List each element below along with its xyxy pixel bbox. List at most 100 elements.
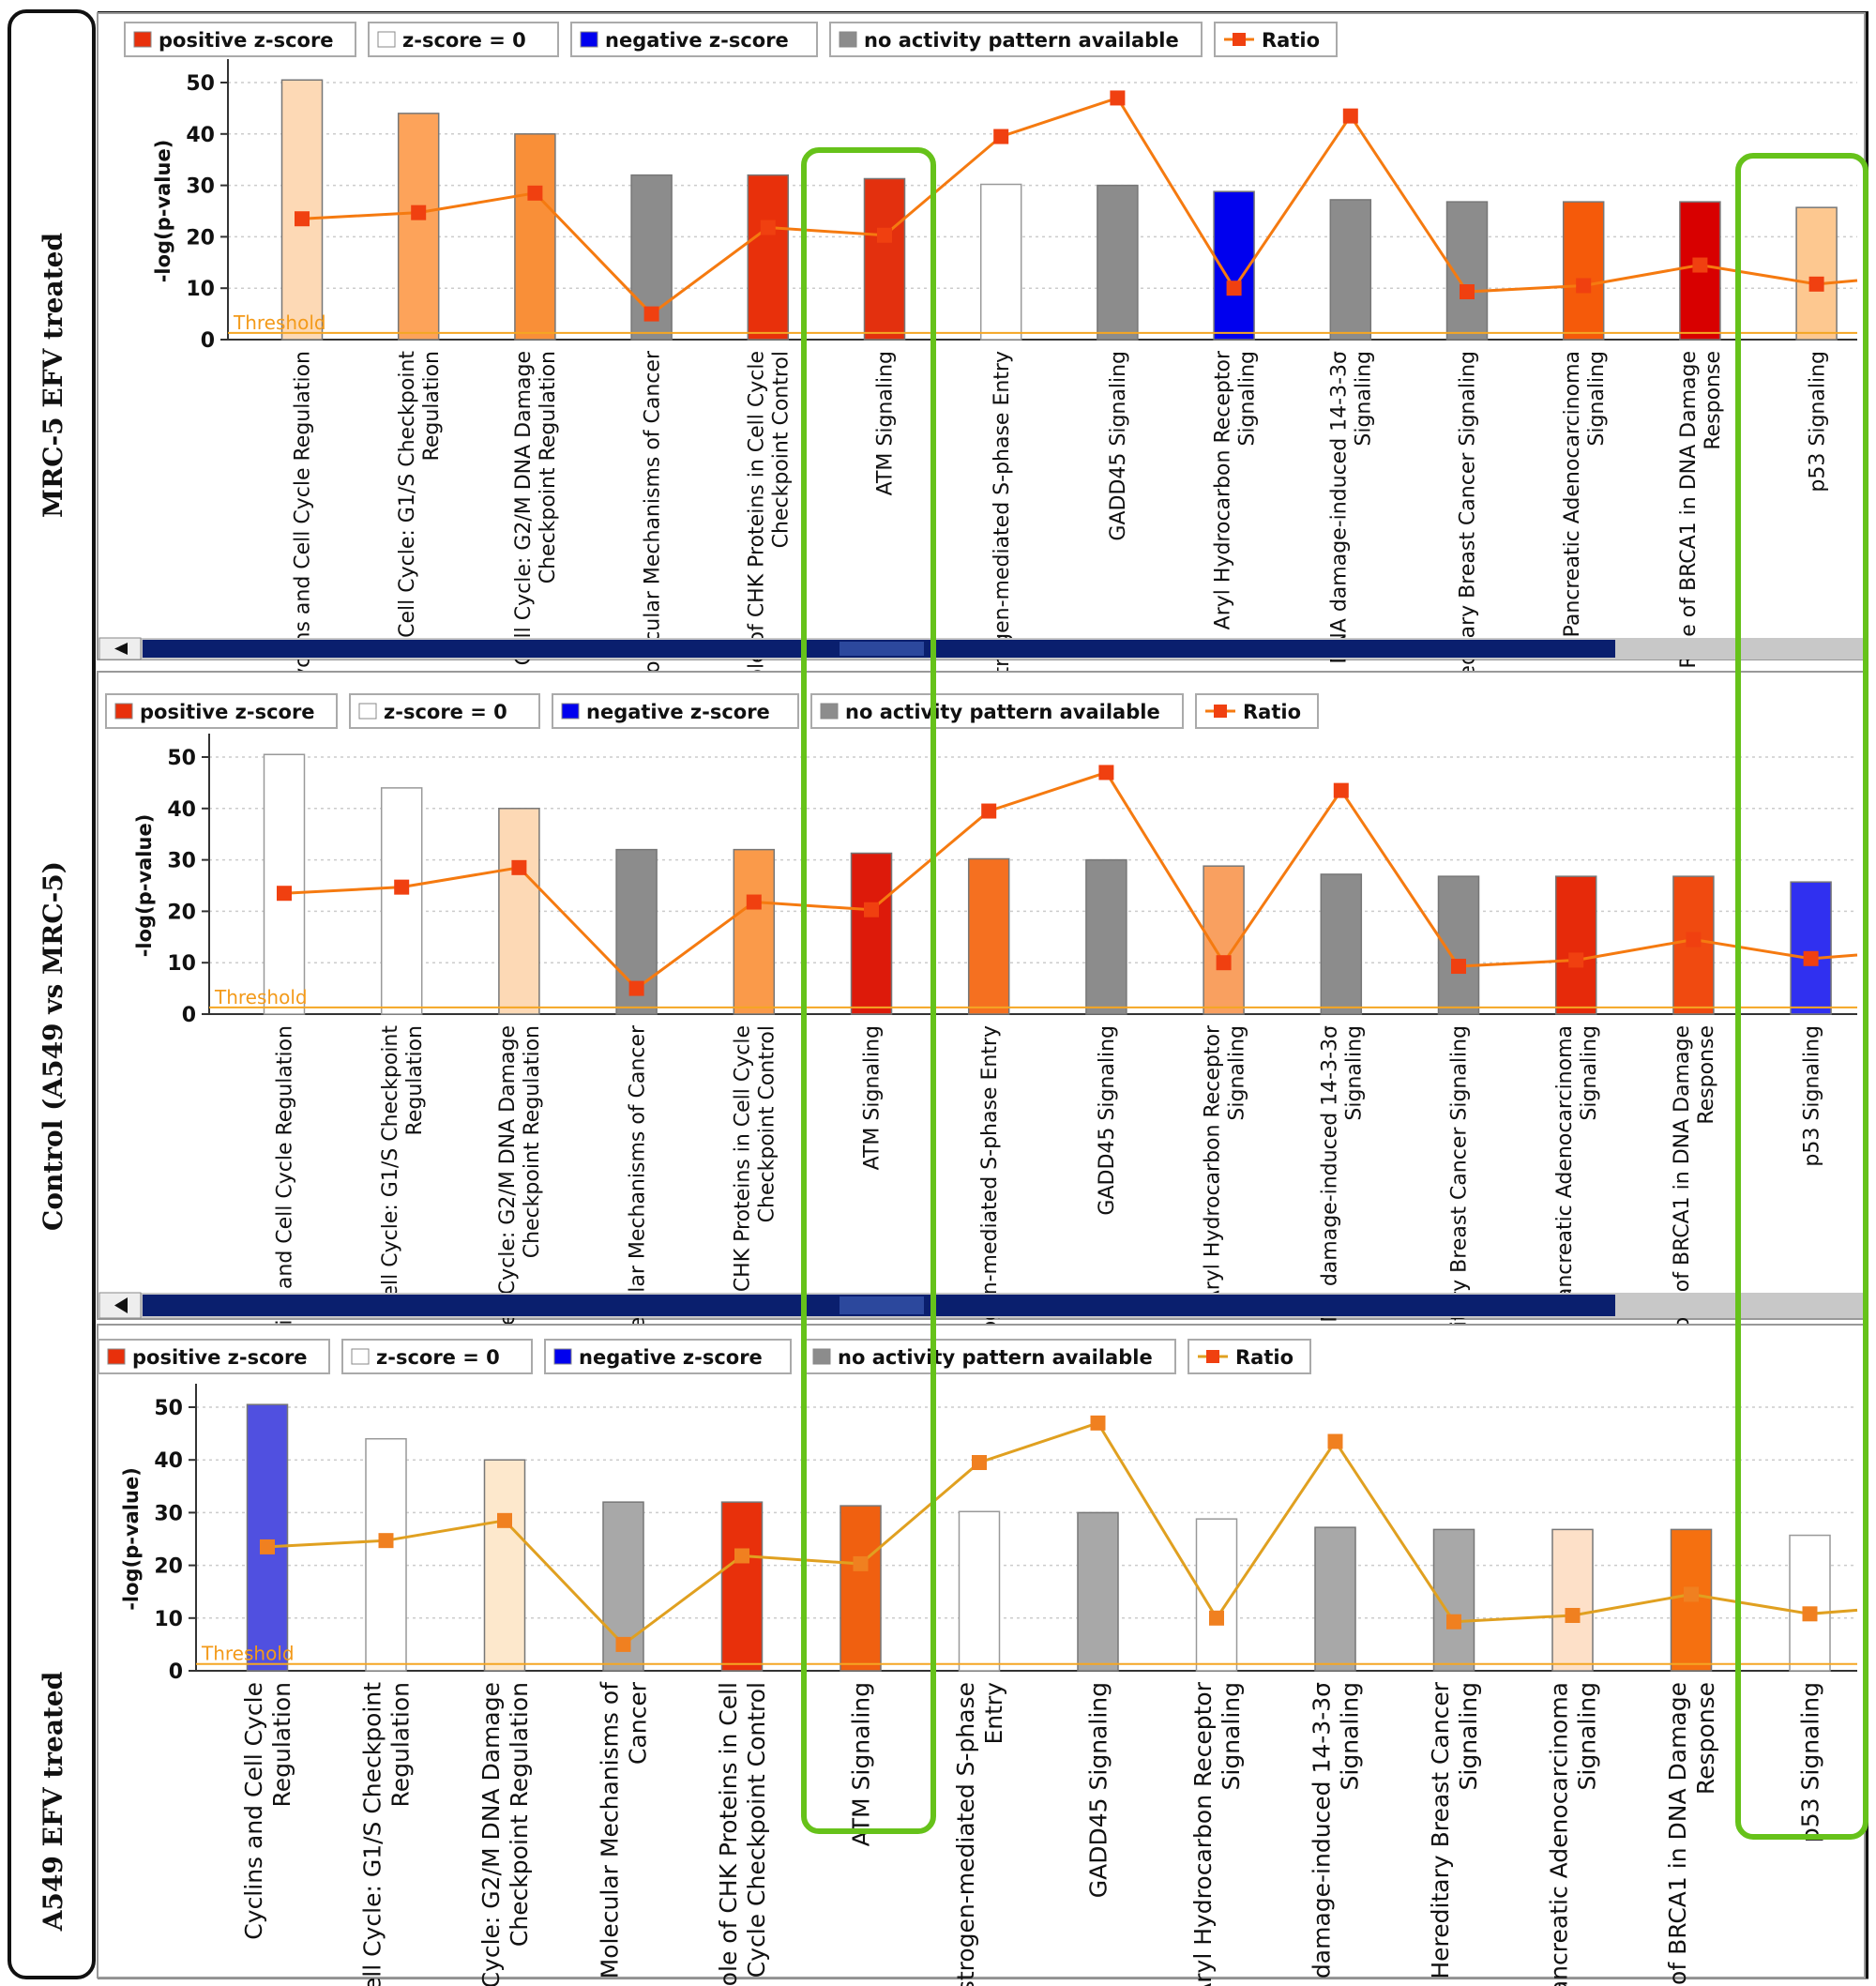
ratio-marker [1692, 257, 1708, 273]
category-label: Hereditary Breast Cancer Signaling [1457, 351, 1480, 714]
ratio-marker [511, 859, 527, 875]
bar [1551, 1528, 1594, 1672]
ratio-legend-marker [1206, 1350, 1219, 1363]
category-label: Signaling [1235, 351, 1259, 447]
legend-swatch [580, 31, 598, 48]
legend-item-3: no activity pattern available [810, 693, 1184, 729]
category-label: Aryl Hydrocarbon Receptor [1211, 350, 1234, 629]
chart-panel-3: positive z-score z-score = 0 negative z-sc… [97, 1324, 1866, 1986]
legend-box [570, 22, 818, 57]
highlight-box-atm [801, 147, 936, 1834]
category-label: Cyclins and Cell Cycle [240, 1682, 267, 1940]
bar [498, 808, 540, 1015]
category-label: ATM Signaling [874, 351, 898, 495]
y-axis-label: -log(p-value) [120, 1467, 143, 1611]
legend-swatch [561, 703, 580, 720]
ratio-legend-marker [1214, 705, 1227, 718]
y-tick-label: 20 [154, 1555, 183, 1579]
bar [958, 1510, 1001, 1672]
ratio-marker [1333, 782, 1349, 798]
horizontal-scrollbar[interactable] [98, 1292, 1863, 1319]
ratio-marker [295, 211, 310, 227]
legend-box [368, 22, 559, 57]
legend-label: no activity pattern available [838, 1346, 1153, 1369]
ratio-marker [260, 1539, 275, 1554]
legend-swatch [839, 31, 857, 48]
legend-label: positive z-score [140, 701, 315, 723]
legend-label: z-score = 0 [376, 1346, 500, 1369]
legend-label: no activity pattern available [845, 701, 1160, 723]
category-label: Regulation [420, 351, 444, 461]
category-label: Signaling [1578, 1025, 1601, 1121]
threshold-label: Threshold [201, 1643, 295, 1665]
category-label: Role of BRCA1 in DNA Damage [1677, 351, 1701, 669]
category-label: p53 Signaling [1800, 1025, 1823, 1167]
category-label: Regulation [386, 1682, 414, 1808]
bar [1562, 201, 1605, 341]
category-label: ATM Signaling [861, 1025, 885, 1170]
category-label: Cell Cycle: G1/S Checkpoint [358, 1682, 386, 1986]
category-label: Response [1695, 1025, 1718, 1125]
ratio-marker [1446, 1614, 1461, 1630]
legend-item-3: no activity pattern available [803, 1339, 1176, 1374]
y-tick-label: 10 [186, 278, 215, 301]
bar [263, 753, 306, 1015]
legend-box [810, 693, 1184, 729]
horizontal-scrollbar[interactable] [98, 637, 1863, 660]
ratio-marker [1460, 284, 1475, 300]
bar [850, 852, 893, 1015]
category-label: Signaling [1455, 1682, 1482, 1790]
category-label: Molecular Mechanisms of Cancer [641, 350, 664, 691]
category-label: Checkpoint Regulation [506, 1682, 533, 1947]
ratio-marker [760, 220, 776, 235]
legend-box [829, 22, 1203, 57]
legend-item-1: z-score = 0 [341, 1339, 533, 1374]
category-label: Checkpoint Control [756, 1025, 779, 1222]
legend-box [124, 22, 356, 57]
category-label: Regulation [403, 1025, 427, 1135]
category-label: Estrogen-mediated S-phase [952, 1682, 979, 1986]
ratio-marker [615, 1636, 631, 1652]
y-tick-label: 0 [169, 1660, 183, 1684]
legend-item-2: negative z-score [570, 22, 818, 57]
legend-box [105, 693, 338, 729]
y-tick-label: 50 [154, 1397, 183, 1420]
bar [733, 848, 776, 1015]
legend-item-2: negative z-score [552, 693, 799, 729]
category-label: Hereditary Breast Cancer [1427, 1681, 1454, 1978]
row-label: A549 EFV treated [38, 1672, 68, 1933]
legend-label: positive z-score [159, 29, 334, 52]
y-tick-label: 40 [154, 1449, 183, 1473]
row-label: Control (A549 vs MRC-5) [38, 861, 68, 1231]
category-label: Cell Cycle: G2/M DNA Damage [477, 1682, 505, 1986]
legend-swatch [358, 703, 377, 720]
ratio-marker [643, 306, 659, 322]
bar [720, 1501, 764, 1672]
legend-swatch [820, 703, 839, 720]
ratio-marker [1565, 1607, 1581, 1623]
ratio-marker [1098, 765, 1114, 781]
threshold-label: Threshold [233, 311, 326, 334]
bar [1097, 184, 1139, 341]
category-label: Cell Cycle: G1/S Checkpoint [379, 1025, 402, 1312]
ratio-marker [1090, 1415, 1106, 1431]
ratio-marker [277, 886, 292, 902]
ratio-marker [1568, 952, 1584, 968]
ratio-marker [1110, 90, 1126, 106]
legend-item-0: positive z-score [98, 1339, 330, 1374]
bar [483, 1459, 526, 1672]
y-tick-label: 30 [186, 175, 215, 199]
y-tick-label: 0 [182, 1004, 196, 1027]
legend-swatch [351, 1348, 370, 1365]
y-tick-label: 40 [186, 124, 215, 147]
category-label: Cycle Checkpoint Control [743, 1682, 770, 1978]
ratio-marker [1803, 950, 1819, 966]
ratio-marker [1686, 932, 1702, 948]
ratio-marker [1684, 1586, 1699, 1602]
category-label: Pancreatic Adenocarcinoma [1553, 1025, 1577, 1311]
ratio-marker [1327, 1433, 1343, 1449]
legend-box [341, 1339, 533, 1374]
category-label: DNA damage-induced 14-3-3σ [1328, 351, 1352, 664]
